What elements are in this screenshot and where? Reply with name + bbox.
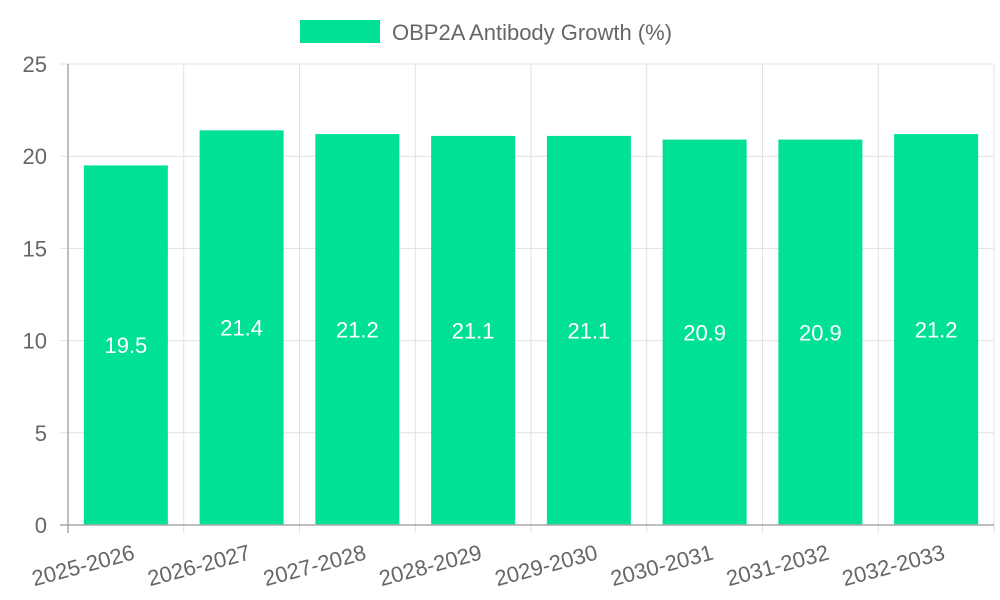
x-tick-label: 2029-2030 xyxy=(492,540,600,591)
axes xyxy=(60,64,994,533)
bars xyxy=(83,130,979,526)
y-tick-label: 25 xyxy=(23,52,47,77)
y-tick-label: 20 xyxy=(23,144,47,169)
y-tick-label: 15 xyxy=(23,236,47,261)
x-tick-label: 2028-2029 xyxy=(376,540,484,591)
bar[interactable] xyxy=(894,134,979,525)
bar-value-label: 21.1 xyxy=(567,318,610,343)
bar-value-label: 21.2 xyxy=(336,318,379,343)
x-tick-label: 2031-2032 xyxy=(724,540,832,591)
bar-value-label: 20.9 xyxy=(683,320,726,345)
bar[interactable] xyxy=(199,130,284,525)
x-tick-labels: 2025-2026 2026-2027 2027-2028 2028-2029 2029… xyxy=(29,540,947,591)
x-tick-label: 2032-2033 xyxy=(839,540,947,591)
bar-value-label: 19.5 xyxy=(104,333,147,358)
legend[interactable]: OBP2A Antibody Growth (%) xyxy=(300,20,672,45)
y-tick-label: 5 xyxy=(35,421,47,446)
bar-value-label: 20.9 xyxy=(799,320,842,345)
x-tick-label: 2026-2027 xyxy=(145,540,253,591)
bar[interactable] xyxy=(431,135,516,525)
bar-value-label: 21.1 xyxy=(452,318,495,343)
bar[interactable] xyxy=(315,134,400,525)
bar[interactable] xyxy=(546,135,631,525)
legend-swatch[interactable] xyxy=(300,20,380,43)
x-tick-label: 2030-2031 xyxy=(608,540,716,591)
bar[interactable] xyxy=(778,139,863,525)
x-tick-label: 2027-2028 xyxy=(261,540,369,591)
bar-value-label: 21.2 xyxy=(915,318,958,343)
legend-label[interactable]: OBP2A Antibody Growth (%) xyxy=(392,20,672,45)
bar[interactable] xyxy=(662,139,747,525)
bar[interactable] xyxy=(83,165,168,526)
y-tick-labels: 0 5 10 15 20 25 xyxy=(23,52,47,538)
y-tick-label: 0 xyxy=(35,513,47,538)
y-tick-label: 10 xyxy=(23,329,47,354)
x-tick-label: 2025-2026 xyxy=(29,540,137,591)
bar-value-label: 21.4 xyxy=(220,316,263,341)
data-labels: 19.5 21.4 21.2 21.1 21.1 20.9 20.9 21.2 xyxy=(104,316,957,359)
